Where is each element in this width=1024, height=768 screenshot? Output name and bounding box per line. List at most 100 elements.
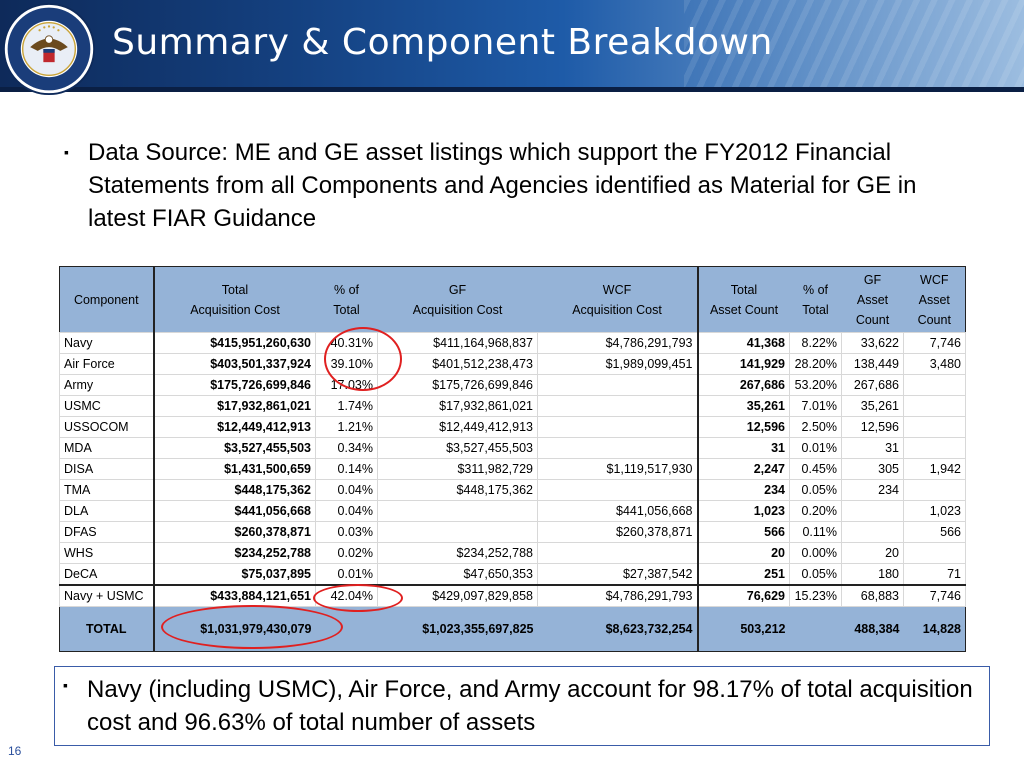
table-row: TMA $448,175,362 0.04% $448,175,362 234 0.05%…: [59, 479, 966, 501]
header-line: Total: [802, 302, 829, 317]
value-cell: $260,378,871: [537, 521, 698, 543]
value-cell: [841, 500, 904, 522]
value-cell: 7,746: [903, 584, 966, 607]
value-cell: $401,512,238,473: [377, 353, 538, 375]
value-cell: 267,686: [696, 374, 790, 396]
value-cell: 31: [696, 437, 790, 459]
value-cell: 20: [841, 542, 904, 564]
component-name-cell: USMC: [59, 395, 155, 417]
value-cell: 39.10%: [315, 353, 378, 375]
total-value-cell: [315, 606, 378, 652]
value-cell: $3,527,455,503: [377, 437, 538, 459]
table-row: MDA $3,527,455,503 0.34% $3,527,455,503 31 0.…: [59, 437, 966, 459]
component-breakdown-table: Component Total Acquisition Cost % of Total G…: [59, 266, 966, 652]
value-cell: [903, 542, 966, 564]
total-value-cell: [789, 606, 842, 652]
header-line: Total: [333, 302, 360, 317]
value-cell: 1.74%: [315, 395, 378, 417]
component-name-cell: MDA: [59, 437, 155, 459]
page-number: 16: [8, 744, 22, 758]
value-cell: 0.02%: [315, 542, 378, 564]
header-line: % of: [333, 282, 359, 297]
table-footer: TOTAL $1,031,979,430,079 $1,023,355,697,82…: [59, 606, 966, 652]
value-cell: 12,596: [696, 416, 790, 438]
table-header: Component Total Acquisition Cost % of Total G…: [59, 266, 966, 333]
header-line: Asset: [918, 292, 950, 307]
dod-seal-logo: [2, 2, 96, 96]
value-cell: 3,480: [903, 353, 966, 375]
header-line: GF: [863, 272, 882, 287]
value-cell: $75,037,895: [153, 563, 316, 586]
header-line: Count: [917, 312, 951, 327]
value-cell: 0.34%: [315, 437, 378, 459]
value-cell: $448,175,362: [153, 479, 316, 501]
value-cell: 35,261: [696, 395, 790, 417]
value-cell: 0.03%: [315, 521, 378, 543]
value-cell: 251: [696, 563, 790, 586]
value-cell: [903, 437, 966, 459]
value-cell: [537, 374, 698, 396]
header-line: Asset: [856, 292, 889, 307]
value-cell: 0.14%: [315, 458, 378, 480]
header-cell: GF Acquisition Cost: [377, 266, 538, 333]
value-cell: 1,023: [903, 500, 966, 522]
value-cell: $311,982,729: [377, 458, 538, 480]
header-cell: GF Asset Count: [841, 266, 904, 333]
value-cell: 7.01%: [789, 395, 842, 417]
value-cell: [537, 479, 698, 501]
header-banner: [0, 0, 1024, 92]
value-cell: $12,449,412,913: [153, 416, 316, 438]
value-cell: $27,387,542: [537, 563, 698, 586]
total-value-cell: $8,623,732,254: [537, 606, 698, 652]
value-cell: 7,746: [903, 332, 966, 354]
value-cell: 267,686: [841, 374, 904, 396]
value-cell: [903, 416, 966, 438]
value-cell: 42.04%: [315, 584, 378, 607]
value-cell: $234,252,788: [377, 542, 538, 564]
value-cell: $175,726,699,846: [153, 374, 316, 396]
component-name-cell: Navy: [59, 332, 155, 354]
value-cell: 2.50%: [789, 416, 842, 438]
value-cell: 0.45%: [789, 458, 842, 480]
header-line: Acquisition Cost: [190, 302, 280, 317]
header-line: Total: [730, 282, 758, 297]
value-cell: [537, 416, 698, 438]
value-cell: 1,942: [903, 458, 966, 480]
table-row: Army $175,726,699,846 17.03% $175,726,699,8…: [59, 374, 966, 396]
total-value-cell: $1,031,979,430,079: [153, 606, 316, 652]
component-name-cell: DISA: [59, 458, 155, 480]
table-row: Navy + USMC $433,884,121,651 42.04% $429,09…: [59, 584, 966, 607]
value-cell: 20: [696, 542, 790, 564]
value-cell: $1,431,500,659: [153, 458, 316, 480]
value-cell: 1.21%: [315, 416, 378, 438]
component-name-cell: Navy + USMC: [59, 584, 155, 607]
table-row: DeCA $75,037,895 0.01% $47,650,353 $27,387,5…: [59, 563, 966, 586]
header-line: WCF: [920, 272, 949, 287]
value-cell: $234,252,788: [153, 542, 316, 564]
value-cell: $3,527,455,503: [153, 437, 316, 459]
data-source-bullet: ▪ Data Source: ME and GE asset listings …: [64, 136, 964, 235]
summary-note-text: Navy (including USMC), Air Force, and Ar…: [87, 676, 973, 736]
value-cell: 0.01%: [315, 563, 378, 586]
value-cell: $17,932,861,021: [153, 395, 316, 417]
header-line: Acquisition Cost: [412, 302, 503, 317]
value-cell: 17.03%: [315, 374, 378, 396]
component-name-cell: DFAS: [59, 521, 155, 543]
total-row: TOTAL $1,031,979,430,079 $1,023,355,697,82…: [59, 606, 966, 652]
header-line: Count: [855, 312, 890, 327]
value-cell: [377, 521, 538, 543]
component-name-cell: USSOCOM: [59, 416, 155, 438]
header-line: WCF: [602, 282, 632, 297]
value-cell: 0.11%: [789, 521, 842, 543]
value-cell: $4,786,291,793: [537, 332, 698, 354]
breakdown-table: Component Total Acquisition Cost % of Total G…: [59, 266, 966, 652]
value-cell: [537, 437, 698, 459]
total-value-cell: 488,384: [841, 606, 904, 652]
value-cell: $1,989,099,451: [537, 353, 698, 375]
table-row: DLA $441,056,668 0.04% $441,056,668 1,023 0.2…: [59, 500, 966, 522]
value-cell: 0.04%: [315, 479, 378, 501]
value-cell: 234: [696, 479, 790, 501]
value-cell: 53.20%: [789, 374, 842, 396]
table-row: WHS $234,252,788 0.02% $234,252,788 20 0.00% 2…: [59, 542, 966, 564]
value-cell: 0.05%: [789, 563, 842, 586]
